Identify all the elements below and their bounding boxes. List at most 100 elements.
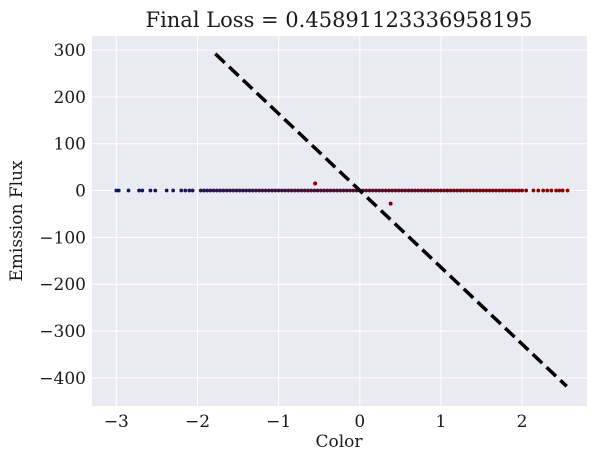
data-point [549, 188, 554, 193]
data-point [331, 188, 336, 193]
data-point [211, 188, 216, 193]
data-point [419, 188, 424, 193]
data-point [302, 188, 307, 193]
y-tick-label: −300 [39, 322, 86, 342]
x-tick-label: 2 [517, 412, 528, 432]
data-point [237, 188, 242, 193]
data-point [198, 188, 203, 193]
data-point [205, 188, 210, 193]
data-point [254, 188, 258, 193]
data-point [296, 188, 301, 193]
data-point [137, 188, 141, 193]
data-point [413, 188, 417, 193]
data-point [221, 188, 226, 193]
data-point [387, 188, 391, 193]
data-point [458, 188, 463, 193]
data-point [234, 188, 239, 193]
data-point [312, 188, 317, 193]
data-point [305, 188, 310, 193]
data-point [241, 188, 245, 193]
data-point [289, 188, 294, 193]
data-point [554, 188, 559, 193]
data-point [309, 188, 313, 193]
data-point [190, 188, 195, 193]
data-point [439, 188, 443, 193]
data-point [315, 188, 320, 193]
data-point [565, 188, 570, 193]
data-point [455, 188, 460, 193]
data-point [187, 188, 192, 193]
data-point [370, 188, 375, 193]
data-point [348, 188, 352, 193]
data-point [273, 188, 278, 193]
y-tick-label: −100 [39, 228, 86, 248]
data-point [500, 188, 505, 193]
data-point [531, 188, 536, 193]
plot-background [92, 36, 587, 406]
data-point [468, 188, 473, 193]
x-tick-label: 0 [354, 412, 365, 432]
data-point [503, 188, 508, 193]
grid-lines [92, 36, 587, 406]
outlier-point [313, 181, 318, 186]
data-point [487, 188, 492, 193]
data-point [560, 188, 565, 193]
data-point [541, 188, 546, 193]
data-point [383, 188, 388, 193]
outlier-points [313, 181, 393, 206]
data-point [164, 188, 169, 193]
data-point [545, 188, 550, 193]
data-point [286, 188, 291, 193]
data-point [396, 188, 401, 193]
data-point [400, 188, 404, 193]
data-point [322, 188, 326, 193]
data-point [328, 188, 333, 193]
data-point [335, 188, 339, 193]
data-point [497, 188, 502, 193]
data-point [228, 188, 232, 193]
data-point [231, 188, 236, 193]
data-point [507, 188, 511, 193]
data-point [377, 188, 382, 193]
data-point [477, 188, 482, 193]
x-tick-label: −3 [104, 412, 129, 432]
data-point [351, 188, 356, 193]
y-tick-label: 0 [75, 182, 86, 202]
y-axis-label: Emission Flux [7, 160, 27, 282]
data-point [263, 188, 268, 193]
data-point [374, 188, 378, 193]
data-point [250, 188, 255, 193]
data-point [409, 188, 414, 193]
data-point [490, 188, 495, 193]
data-point [292, 188, 297, 193]
data-point [406, 188, 411, 193]
data-point [244, 188, 249, 193]
data-point [267, 188, 271, 193]
data-point [445, 188, 450, 193]
data-point [471, 188, 476, 193]
data-point [484, 188, 489, 193]
data-point [380, 188, 385, 193]
data-point [344, 188, 349, 193]
data-point [126, 188, 131, 193]
data-point [448, 188, 453, 193]
data-point [260, 188, 265, 193]
data-point [513, 188, 518, 193]
data-point [390, 188, 395, 193]
data-point [179, 188, 184, 193]
data-point [367, 188, 372, 193]
data-point [435, 188, 440, 193]
data-point [557, 188, 562, 193]
data-point [325, 188, 330, 193]
x-axis-label: Color [315, 432, 363, 452]
x-tick-label: −1 [266, 412, 291, 432]
data-point [364, 188, 369, 193]
data-point [481, 188, 486, 193]
data-point [403, 188, 408, 193]
y-tick-label: −200 [39, 275, 86, 295]
data-point [461, 188, 466, 193]
chart-title: Final Loss = 0.45891123336958195 [146, 8, 533, 32]
fit-line [214, 52, 568, 388]
data-point [140, 188, 145, 193]
